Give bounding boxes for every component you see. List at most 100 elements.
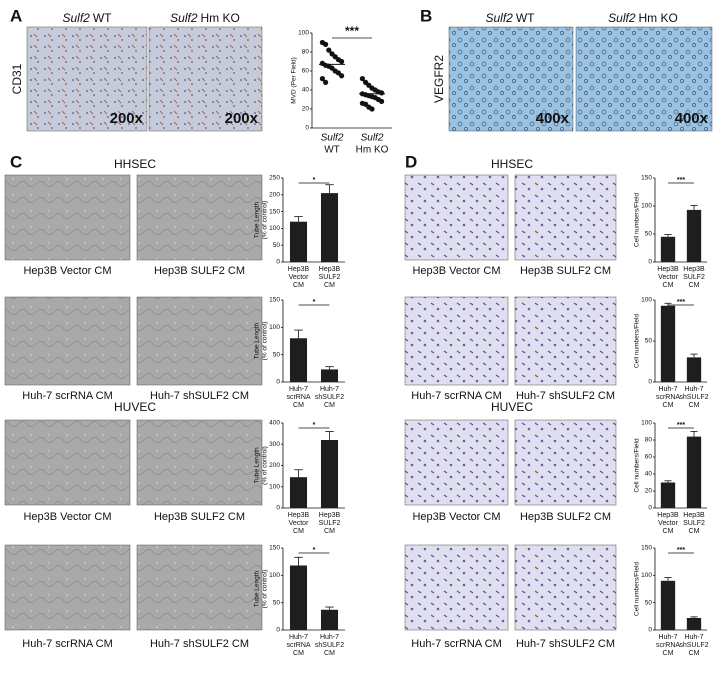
x-tick-label: Hep3B [683, 266, 705, 273]
significance: *** [677, 299, 685, 306]
data-point [319, 76, 325, 82]
x-tick-label: scrRNA [656, 394, 680, 401]
y-tick-label: 50 [273, 599, 281, 606]
x-tick-label: CM [689, 282, 700, 289]
y-tick-label: 50 [273, 351, 281, 358]
micrograph [514, 544, 617, 631]
significance: *** [677, 422, 685, 429]
micrograph [4, 174, 131, 261]
panel-letter: C [10, 152, 22, 171]
micrograph [4, 544, 131, 631]
x-tick-label: shSULF2 [679, 642, 708, 649]
magnification: 200x [225, 110, 259, 127]
bar [289, 338, 308, 382]
bar [686, 209, 702, 262]
y-tick-label: 0 [276, 505, 280, 512]
genotype: Hm KO [201, 11, 240, 25]
micrograph [404, 419, 509, 506]
micrograph [148, 26, 263, 132]
y-tick-label: 50 [645, 338, 653, 345]
y-tick-label: 100 [269, 572, 280, 579]
micrograph [514, 174, 617, 261]
bar [660, 236, 676, 262]
x-tick-label: Huh-7 [684, 634, 703, 641]
micrograph [404, 544, 509, 631]
y-tick-label: 300 [269, 441, 280, 448]
y-tick-label: 100 [641, 572, 652, 579]
x-tick-label: CM [293, 282, 304, 289]
x-tick-label: Huh-7 [289, 634, 308, 641]
y-tick-label: 20 [645, 488, 653, 495]
x-tick-label: Vector [289, 520, 310, 527]
y-tick-label: 200 [269, 462, 280, 469]
y-tick-label: 100 [641, 420, 652, 427]
x-tick-label: shSULF2 [315, 642, 344, 649]
y-tick-label: 40 [302, 87, 310, 94]
data-point [339, 73, 345, 79]
x-tick-label: CM [663, 402, 674, 409]
magnification: 400x [536, 110, 570, 127]
y-tick-label: 150 [641, 545, 652, 552]
x-tick-label: Hep3B [319, 512, 341, 519]
image-caption: Huh-7 scrRNA CM [411, 638, 501, 650]
stain-label: VEGFR2 [432, 55, 446, 103]
image-caption: Huh-7 scrRNA CM [22, 638, 112, 650]
x-tick-label: CM [324, 402, 335, 409]
section-title: HHSEC [114, 157, 156, 171]
y-tick-label: 50 [645, 231, 653, 238]
y-axis-label: Tube Length [254, 322, 261, 359]
gene: Sulf2 [170, 11, 198, 25]
bar [320, 609, 339, 630]
x-tick-label: Sulf2 [321, 133, 344, 144]
x-tick-label: CM [663, 650, 674, 657]
image-caption: Huh-7 shSULF2 CM [516, 638, 615, 650]
x-tick-label: Hep3B [683, 512, 705, 519]
x-tick-label: SULF2 [683, 274, 705, 281]
bar [289, 477, 308, 508]
x-tick-label: SULF2 [319, 274, 341, 281]
bar [320, 440, 339, 508]
panel-letter: A [10, 6, 22, 25]
x-tick-label: Hep3B [319, 266, 341, 273]
y-tick-label: 0 [305, 125, 309, 132]
data-point [323, 41, 329, 48]
significance: * [313, 299, 316, 306]
x-tick-label: CM [663, 528, 674, 535]
image-caption: Hep3B Vector CM [412, 511, 500, 523]
x-tick-label: Huh-7 [320, 634, 339, 641]
y-tick-label: 100 [298, 30, 309, 37]
magnification: 400x [675, 110, 709, 127]
data-point [379, 98, 385, 104]
x-tick-label: CM [324, 650, 335, 657]
y-axis-label: MVD (Per Field) [291, 57, 298, 104]
y-tick-label: 50 [273, 242, 281, 249]
x-tick-label: Huh-7 [658, 386, 677, 393]
y-axis-label: (% of control) [262, 201, 269, 240]
y-tick-label: 150 [641, 175, 652, 182]
bar [686, 357, 702, 382]
y-tick-label: 150 [269, 208, 280, 215]
data-point [326, 47, 332, 53]
image-caption: Huh-7 scrRNA CM [411, 390, 501, 402]
y-tick-label: 0 [648, 505, 652, 512]
y-tick-label: 0 [648, 259, 652, 266]
data-point [339, 58, 345, 65]
stain-label: CD31 [10, 63, 24, 94]
y-tick-label: 80 [645, 437, 653, 444]
y-axis-label: (% of control) [262, 322, 269, 361]
y-tick-label: 40 [645, 471, 653, 478]
x-tick-label: WT [324, 145, 340, 156]
x-tick-label: shSULF2 [315, 394, 344, 401]
x-tick-label: Vector [658, 520, 679, 527]
gene: Sulf2 [608, 11, 636, 25]
bar [320, 369, 339, 382]
x-tick-label: CM [293, 528, 304, 535]
y-tick-label: 60 [302, 68, 310, 75]
x-tick-label: Hep3B [657, 512, 679, 519]
micrograph [514, 296, 617, 386]
y-axis-label: Cell numbers/Field [634, 438, 641, 493]
x-tick-label: CM [689, 650, 700, 657]
micrograph [26, 26, 148, 132]
bar [660, 580, 676, 630]
y-tick-label: 60 [645, 454, 653, 461]
